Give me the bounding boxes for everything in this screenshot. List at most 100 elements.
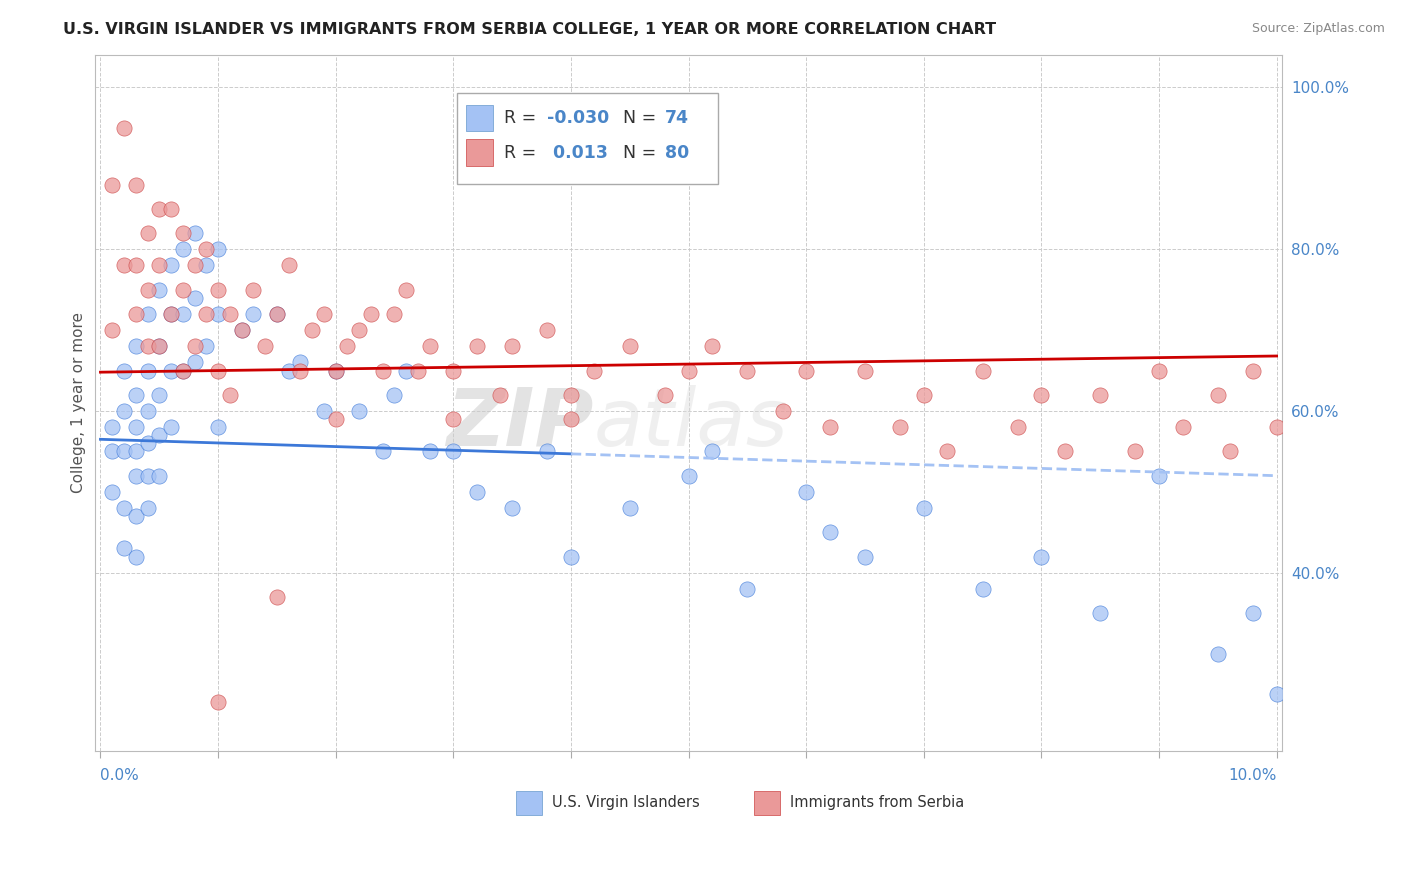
Point bbox=[1088, 388, 1111, 402]
Point bbox=[148, 283, 170, 297]
Point bbox=[136, 283, 159, 297]
Point bbox=[136, 226, 159, 240]
Point bbox=[266, 307, 288, 321]
Point bbox=[853, 363, 876, 377]
Point bbox=[183, 339, 205, 353]
Point bbox=[195, 307, 218, 321]
Point bbox=[912, 501, 935, 516]
Point bbox=[325, 412, 347, 426]
Point bbox=[465, 339, 488, 353]
Point bbox=[125, 307, 148, 321]
Point bbox=[112, 363, 135, 377]
Text: 80: 80 bbox=[665, 144, 689, 161]
Point bbox=[465, 484, 488, 499]
Point bbox=[619, 339, 641, 353]
Point bbox=[148, 339, 170, 353]
Point bbox=[266, 590, 288, 604]
Point bbox=[325, 363, 347, 377]
Point bbox=[266, 307, 288, 321]
Text: U.S. VIRGIN ISLANDER VS IMMIGRANTS FROM SERBIA COLLEGE, 1 YEAR OR MORE CORRELATI: U.S. VIRGIN ISLANDER VS IMMIGRANTS FROM … bbox=[63, 22, 997, 37]
Point bbox=[125, 549, 148, 564]
Point bbox=[148, 339, 170, 353]
Point bbox=[772, 404, 794, 418]
Point bbox=[419, 339, 441, 353]
Point bbox=[218, 388, 240, 402]
Text: 10.0%: 10.0% bbox=[1229, 768, 1277, 783]
Point bbox=[207, 695, 229, 709]
Point bbox=[818, 525, 841, 540]
Point bbox=[183, 291, 205, 305]
Point bbox=[136, 307, 159, 321]
Point bbox=[207, 363, 229, 377]
Point bbox=[853, 549, 876, 564]
Point bbox=[312, 307, 335, 321]
Point bbox=[371, 363, 394, 377]
Point bbox=[1206, 388, 1229, 402]
Point bbox=[1147, 363, 1170, 377]
Point bbox=[195, 242, 218, 256]
FancyBboxPatch shape bbox=[516, 791, 543, 815]
Point bbox=[125, 339, 148, 353]
Point bbox=[1031, 388, 1053, 402]
Text: Immigrants from Serbia: Immigrants from Serbia bbox=[790, 796, 963, 810]
Point bbox=[207, 420, 229, 434]
Point bbox=[172, 226, 194, 240]
Text: U.S. Virgin Islanders: U.S. Virgin Islanders bbox=[553, 796, 700, 810]
Point bbox=[818, 420, 841, 434]
Point bbox=[148, 259, 170, 273]
Point bbox=[101, 178, 124, 192]
Point bbox=[112, 501, 135, 516]
Point bbox=[112, 404, 135, 418]
Point bbox=[560, 388, 582, 402]
Text: 0.013: 0.013 bbox=[547, 144, 607, 161]
Point bbox=[160, 420, 183, 434]
Point bbox=[290, 363, 312, 377]
Point bbox=[136, 501, 159, 516]
Point bbox=[700, 339, 723, 353]
Point bbox=[148, 468, 170, 483]
Point bbox=[1147, 468, 1170, 483]
Point bbox=[112, 541, 135, 556]
Point bbox=[148, 388, 170, 402]
FancyBboxPatch shape bbox=[467, 104, 492, 131]
Point bbox=[277, 259, 299, 273]
Point bbox=[101, 484, 124, 499]
Point bbox=[172, 283, 194, 297]
Point bbox=[136, 339, 159, 353]
Point bbox=[207, 242, 229, 256]
Point bbox=[371, 444, 394, 458]
FancyBboxPatch shape bbox=[754, 791, 780, 815]
Point bbox=[1265, 687, 1288, 701]
Point bbox=[654, 388, 676, 402]
Point bbox=[583, 363, 606, 377]
Point bbox=[160, 307, 183, 321]
Point bbox=[678, 363, 700, 377]
Point bbox=[195, 259, 218, 273]
Point bbox=[136, 404, 159, 418]
Point bbox=[912, 388, 935, 402]
Point bbox=[395, 363, 418, 377]
Point bbox=[678, 468, 700, 483]
Point bbox=[231, 323, 253, 337]
Point bbox=[700, 444, 723, 458]
Point bbox=[1053, 444, 1076, 458]
Point bbox=[125, 178, 148, 192]
Point bbox=[737, 363, 759, 377]
FancyBboxPatch shape bbox=[457, 94, 718, 184]
Text: N =: N = bbox=[623, 144, 662, 161]
Point bbox=[101, 323, 124, 337]
Point bbox=[125, 388, 148, 402]
Point bbox=[277, 363, 299, 377]
Point bbox=[112, 259, 135, 273]
Point bbox=[125, 509, 148, 524]
Point bbox=[489, 388, 512, 402]
Text: R =: R = bbox=[505, 109, 543, 127]
Point bbox=[501, 501, 523, 516]
Point bbox=[347, 323, 370, 337]
Point bbox=[125, 444, 148, 458]
Point bbox=[125, 468, 148, 483]
Text: -0.030: -0.030 bbox=[547, 109, 609, 127]
Point bbox=[889, 420, 911, 434]
Point bbox=[936, 444, 959, 458]
Point bbox=[1007, 420, 1029, 434]
